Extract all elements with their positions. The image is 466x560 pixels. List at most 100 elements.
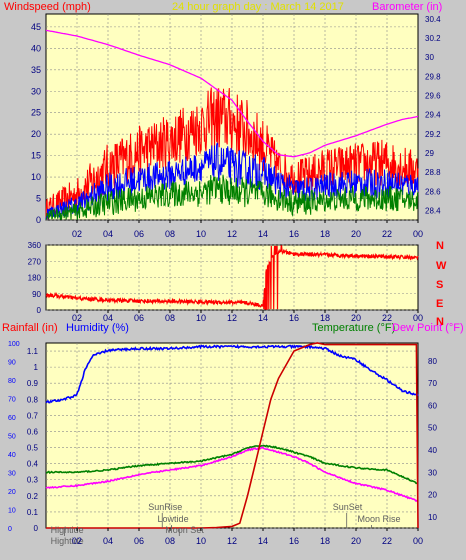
windspeed-tick-label: 15: [31, 151, 41, 161]
barometer-tick-label: 28.8: [425, 168, 441, 177]
rain-xtick-label: 16: [289, 536, 299, 546]
barometer-axis-label: Barometer (in): [372, 1, 442, 13]
annotation-label: Hightide: [51, 525, 84, 535]
humidity-tick-label: 20: [8, 489, 16, 496]
wind-xtick-label: 18: [320, 229, 330, 239]
rain-xtick-label: 00: [413, 536, 423, 546]
rain-xtick-label: 22: [382, 536, 392, 546]
rain-xtick-label: 12: [227, 536, 237, 546]
wind-xtick-label: 22: [382, 229, 392, 239]
temperature-tick-label: 50: [428, 424, 437, 433]
direction-xtick-label: 02: [72, 313, 82, 323]
barometer-tick-label: 30.4: [425, 15, 441, 24]
barometer-tick-label: 28.4: [425, 206, 441, 215]
rain-xtick-label: 04: [103, 536, 113, 546]
temperature-tick-label: 30: [428, 468, 437, 477]
wind-xtick-label: 12: [227, 229, 237, 239]
temperature-tick-label: 70: [428, 379, 437, 388]
annotation-label: Moon Set: [165, 525, 204, 535]
annotation-label: SunSet: [333, 502, 363, 512]
rainfall-tick-label: 0.4: [27, 460, 39, 469]
humidity-tick-label: 80: [8, 378, 16, 385]
direction-tick-label: 180: [28, 274, 42, 283]
direction-tick-label: 0: [37, 306, 42, 315]
dewpoint-series: [45, 445, 419, 503]
compass-label: S: [436, 279, 443, 291]
temperature-tick-label: 20: [428, 491, 437, 500]
barometer-tick-label: 29.4: [425, 111, 441, 120]
rainfall-tick-label: 0.7: [27, 411, 39, 420]
windspeed-axis-label: Windspeed (mph): [4, 1, 91, 13]
rain-xtick-label: 06: [134, 536, 144, 546]
windspeed-tick-label: 5: [36, 194, 41, 204]
humidity-tick-label: 40: [8, 452, 16, 459]
rain-xtick-label: 10: [196, 536, 206, 546]
direction-xtick-label: 04: [103, 313, 113, 323]
wind-direction-series: [45, 245, 419, 310]
dewpoint-axis-label: Dew Point (°F): [392, 322, 464, 334]
rain-xtick-label: 02: [72, 536, 82, 546]
direction-xtick-label: 22: [382, 313, 392, 323]
rainfall-axis-label: Rainfall (in): [2, 322, 58, 334]
windspeed-tick-label: 0: [36, 215, 41, 225]
annotation-label: SunRise: [148, 502, 182, 512]
barometer-tick-label: 30.2: [425, 34, 441, 43]
barometer-tick-label: 29: [425, 149, 434, 158]
humidity-tick-label: 50: [8, 434, 16, 441]
direction-xtick-label: 14: [258, 313, 268, 323]
annotation-label: Lowtide: [158, 514, 189, 524]
wind-xtick-label: 02: [72, 229, 82, 239]
humidity-tick-label: 10: [8, 508, 16, 515]
windspeed-tick-label: 10: [31, 172, 41, 182]
direction-tick-label: 360: [28, 241, 42, 250]
humidity-tick-label: 60: [8, 415, 16, 422]
humidity-series: [45, 343, 419, 404]
temperature-tick-label: 60: [428, 401, 437, 410]
direction-tick-label: 270: [28, 257, 42, 266]
windspeed-tick-label: 30: [31, 86, 41, 96]
rainfall-tick-label: 0.3: [27, 476, 39, 485]
annotation-label: Hightide: [51, 536, 84, 546]
rainfall-tick-label: 0.6: [27, 427, 39, 436]
temperature-series: [45, 444, 419, 485]
rain-xtick-label: 14: [258, 536, 268, 546]
humidity-tick-label: 30: [8, 471, 16, 478]
wind-xtick-label: 08: [165, 229, 175, 239]
direction-xtick-label: 10: [196, 313, 206, 323]
direction-tick-label: 90: [32, 290, 41, 299]
direction-xtick-label: 12: [227, 313, 237, 323]
wind-xtick-label: 10: [196, 229, 206, 239]
temperature-tick-label: 80: [428, 357, 437, 366]
windspeed-tick-label: 20: [31, 129, 41, 139]
windspeed-tick-label: 40: [31, 43, 41, 53]
rainfall-series: [46, 342, 419, 529]
barometer-tick-label: 29.8: [425, 72, 441, 81]
humidity-axis-label: Humidity (%): [66, 322, 129, 334]
rainfall-tick-label: 0.2: [27, 492, 39, 501]
temperature-tick-label: 40: [428, 446, 437, 455]
barometer-tick-label: 30: [425, 53, 434, 62]
direction-xtick-label: 08: [165, 313, 175, 323]
windspeed-tick-label: 25: [31, 108, 41, 118]
temperature-tick-label: 10: [428, 513, 437, 522]
wind-xtick-label: 16: [289, 229, 299, 239]
direction-xtick-label: 00: [413, 313, 423, 323]
rain-xtick-label: 20: [351, 536, 361, 546]
windspeed-tick-label: 45: [31, 22, 41, 32]
annotation-label: Moon Rise: [358, 514, 401, 524]
rainfall-tick-label: 0.8: [27, 395, 39, 404]
direction-xtick-label: 18: [320, 313, 330, 323]
barometer-tick-label: 29.2: [425, 130, 441, 139]
rainfall-tick-label: 0: [34, 524, 39, 533]
direction-xtick-label: 16: [289, 313, 299, 323]
barometer-tick-label: 28.6: [425, 187, 441, 196]
windspeed-tick-label: 35: [31, 65, 41, 75]
rainfall-tick-label: 0.5: [27, 444, 39, 453]
rainfall-tick-label: 1: [34, 363, 39, 372]
green-wind-series: [45, 174, 419, 221]
rainfall-tick-label: 0.9: [27, 379, 39, 388]
humidity-tick-label: 90: [8, 360, 16, 367]
rain-xtick-label: 18: [320, 536, 330, 546]
compass-label: N: [436, 316, 444, 328]
